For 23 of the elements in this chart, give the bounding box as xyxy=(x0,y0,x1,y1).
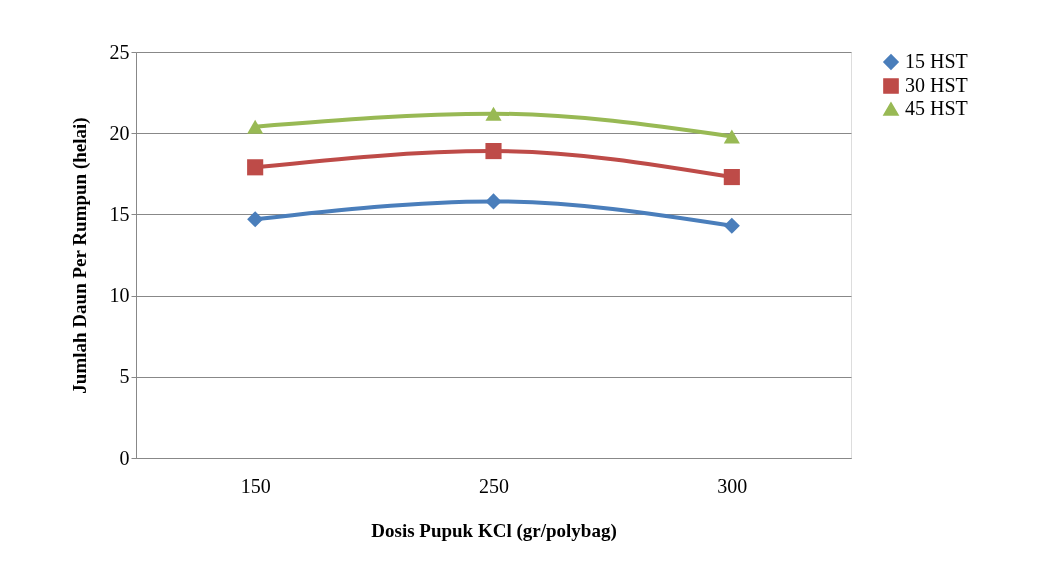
y-tick-label: 5 xyxy=(119,365,130,388)
y-tick-label: 15 xyxy=(109,202,130,225)
y-tick-label: 0 xyxy=(119,446,130,469)
legend-label: 15 HST xyxy=(905,50,968,72)
point xyxy=(485,106,502,121)
x-tick-label: 300 xyxy=(717,474,748,497)
y-tick-label: 20 xyxy=(109,121,130,144)
y-axis-title: Jumlah Daun Per Rumpun (helai) xyxy=(68,117,91,394)
y-tick-label: 25 xyxy=(109,40,130,63)
legend-label: 30 HST xyxy=(905,74,968,96)
x-tick-label: 250 xyxy=(479,474,509,497)
legend-label: 45 HST xyxy=(905,97,968,119)
y-tick-label: 10 xyxy=(109,284,130,307)
point xyxy=(247,211,264,228)
point xyxy=(247,159,264,176)
point xyxy=(247,119,264,134)
point xyxy=(723,217,740,234)
point xyxy=(485,193,502,210)
point xyxy=(723,129,740,144)
point xyxy=(723,168,740,186)
point xyxy=(485,143,502,160)
x-tick-label: 150 xyxy=(240,474,271,497)
x-axis-title: Dosis Pupuk KCl (gr/polybag) xyxy=(371,519,617,542)
